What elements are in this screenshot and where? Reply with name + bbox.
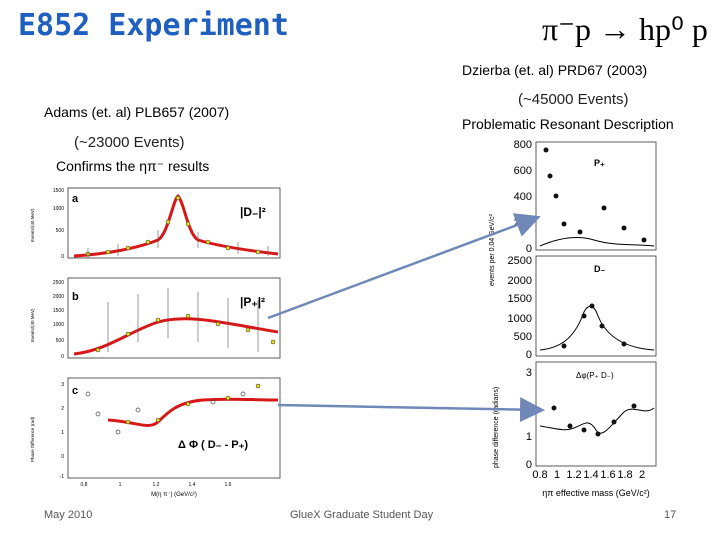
right-xtick: 1.4	[583, 469, 598, 481]
left-c-open-points	[85, 391, 246, 435]
footer-date: May 2010	[44, 509, 93, 521]
left-c-fit-curve	[107, 397, 279, 427]
right-xtick: 1	[554, 469, 560, 481]
right-mid-ytick: 2000	[508, 275, 532, 287]
footer-event: GlueX Graduate Student Day	[290, 509, 434, 521]
left-a-points	[85, 195, 261, 257]
right-top-label: P₊	[594, 158, 605, 168]
right-bot-points	[551, 403, 637, 437]
left-b-fit-curve	[73, 317, 279, 356]
left-panel-b-label: |P₊|²	[240, 295, 265, 309]
slide-title: E852 Experiment	[18, 8, 289, 43]
right-panel-bottom: Δφ(P₊ D₋) 3 2 1 0 phase difference (radi…	[493, 361, 657, 498]
left-panel-b: b |P₊|² 2500 2000 1500 1000 500 0 Events…	[30, 277, 281, 360]
right-top-ytick: 200	[514, 217, 532, 229]
left-b-points	[95, 313, 276, 353]
left-b-ylabel: Events/(40 MeV)	[30, 308, 35, 342]
left-panel-a-letter: a	[72, 193, 79, 205]
left-a-ylabel: Events/(40 MeV)	[30, 208, 35, 242]
right-citation: Dzierba (et. al) PRD67 (2003)	[462, 62, 648, 78]
right-mid-ytick: 2500	[508, 255, 532, 267]
reaction-formula: π⁻p → hp⁰ p	[542, 11, 708, 47]
left-xtick: 1.6	[225, 482, 232, 488]
right-bot-ytick: 2	[526, 401, 532, 413]
left-a-ytick: 1000	[53, 206, 64, 212]
left-xlabel: M(η π⁻) (GeV/c²)	[151, 492, 197, 498]
right-mid-ytick: 0	[526, 349, 532, 361]
left-panel-a: a |D₋|² 1500 1000 500 0 Events/(40 MeV)	[30, 187, 281, 260]
left-a-ytick: 500	[56, 228, 65, 234]
right-bot-ytick: 3	[526, 367, 532, 379]
left-xtick: 1	[119, 482, 122, 488]
left-a-ytick: 0	[61, 254, 64, 260]
right-top-curve	[539, 237, 655, 247]
left-b-ytick: 1000	[53, 322, 64, 328]
left-panel-c-label: Δ Φ ( D₋ - P₊)	[178, 439, 248, 451]
left-xtick: 1.4	[189, 482, 196, 488]
left-panel-c-letter: c	[72, 385, 78, 397]
right-xlabel: ηπ effective mass (GeV/c²)	[542, 488, 650, 498]
left-b-ytick: 0	[61, 354, 64, 360]
right-mid-ytick: 1500	[508, 293, 532, 305]
right-xtick: 2	[639, 469, 645, 481]
right-panel-middle: D₋ 2500 2000 1500 1000 500 0	[508, 255, 657, 361]
right-description: Problematic Resonant Description	[462, 116, 674, 132]
right-bot-ytick: 1	[526, 431, 532, 443]
right-bot-ytick: 0	[526, 459, 532, 471]
left-events: (~23000 Events)	[74, 134, 185, 151]
left-note: Confirms the ηπ⁻ results	[56, 158, 210, 174]
left-c-ytick: 2	[61, 406, 64, 412]
right-xtick: 1.8	[617, 469, 632, 481]
right-bottom-label: Δφ(P₊ D₋)	[576, 371, 614, 380]
right-top-ytick: 800	[514, 139, 532, 151]
right-mid-ytick: 500	[514, 331, 532, 343]
left-c-points	[125, 383, 261, 425]
left-panel-b-letter: b	[72, 291, 79, 303]
left-figure: a |D₋|² 1500 1000 500 0 Events/(40 MeV) …	[30, 187, 281, 498]
right-top-points	[543, 147, 647, 243]
left-c-ytick: 1	[61, 430, 64, 436]
right-figure: P₊ 800 600 400 200 0 events per 0.04 GeV…	[489, 139, 657, 498]
left-panel-c: c Δ Φ ( D₋ - P₊) 3 2 1 0 -1 Phase Differ…	[30, 377, 281, 498]
left-xtick: 1.2	[153, 482, 160, 488]
left-c-ytick: 0	[61, 454, 64, 460]
left-b-ytick: 2500	[53, 280, 64, 286]
right-mid-points	[561, 303, 627, 349]
right-bot-curve	[539, 407, 655, 434]
right-top-ytick: 0	[526, 243, 532, 255]
left-panel-a-label: |D₋|²	[240, 205, 266, 219]
left-b-ytick: 2000	[53, 294, 64, 300]
left-xtick: 0.8	[81, 482, 88, 488]
left-c-ytick: -1	[60, 474, 65, 480]
right-ylabel-top: events per 0.04 GeV/c²	[489, 213, 496, 286]
left-b-ytick: 500	[56, 338, 65, 344]
left-b-errorbars	[107, 288, 259, 352]
left-citation: Adams (et. al) PLB657 (2007)	[44, 104, 230, 120]
left-b-ytick: 1500	[53, 308, 64, 314]
left-c-ytick: 3	[61, 382, 64, 388]
right-ylabel-bottom: phase difference (radians)	[493, 387, 500, 468]
right-mid-curve	[539, 306, 655, 351]
right-xtick: 1.2	[566, 469, 581, 481]
left-c-ylabel: Phase Difference (rad)	[30, 416, 35, 462]
left-a-errorbars	[87, 230, 269, 258]
footer-page-number: 17	[664, 509, 677, 521]
right-middle-label: D₋	[594, 264, 605, 274]
right-xtick: 1.6	[600, 469, 615, 481]
left-a-ytick: 1500	[53, 188, 64, 194]
right-top-ytick: 600	[514, 165, 532, 177]
right-events: (~45000 Events)	[518, 91, 629, 108]
right-mid-ytick: 1000	[508, 313, 532, 325]
right-xtick: 0.8	[532, 469, 547, 481]
right-top-ytick: 400	[514, 191, 532, 203]
